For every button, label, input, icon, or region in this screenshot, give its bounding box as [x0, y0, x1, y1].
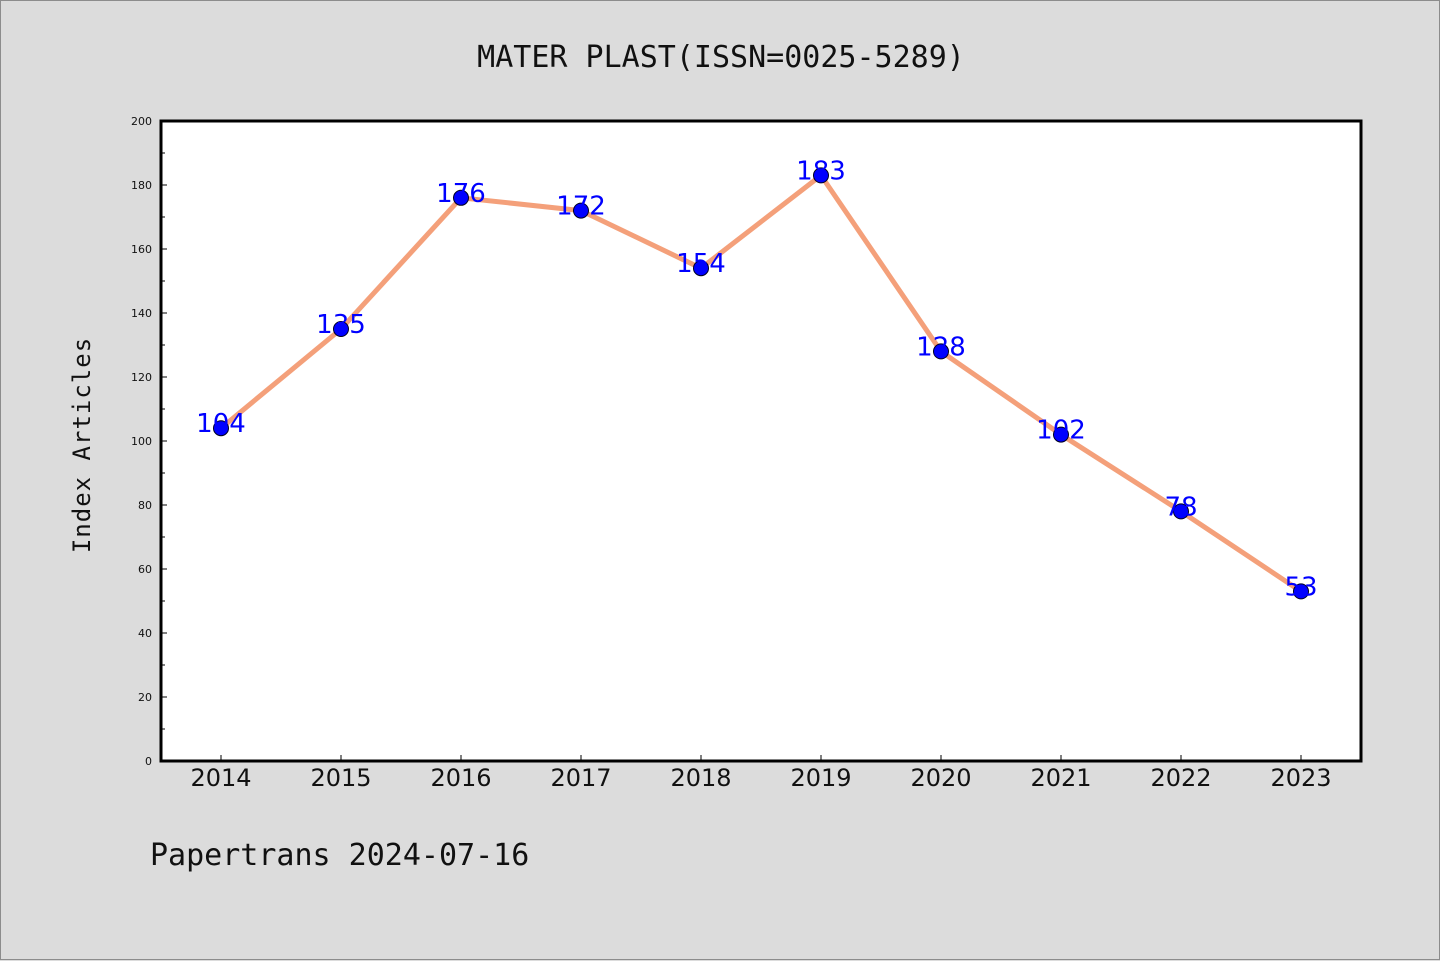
data-label: 154 [676, 249, 726, 279]
data-label: 172 [556, 192, 606, 222]
data-label: 135 [316, 310, 366, 340]
data-point [1053, 426, 1069, 443]
chart-title: MATER PLAST(ISSN=0025-5289) [477, 40, 965, 75]
data-point [1293, 583, 1309, 600]
y-tick-label: 0 [145, 755, 152, 768]
x-tick-label: 2021 [1030, 764, 1091, 792]
series-polyline [218, 172, 1304, 594]
y-tick-label: 20 [138, 691, 152, 704]
data-label: 102 [1036, 416, 1086, 446]
x-tick-label: 2018 [670, 764, 731, 792]
y-axis: 0 20 40 60 80 100 120 140 160 180 200 [131, 115, 167, 768]
x-tick-label: 2022 [1150, 764, 1211, 792]
x-tick-label: 2015 [310, 764, 371, 792]
source-footer: Papertrans 2024-07-16 [150, 838, 529, 873]
data-point [453, 189, 469, 206]
data-point [333, 321, 349, 337]
y-tick-label: 200 [131, 115, 152, 128]
data-point [933, 343, 949, 360]
x-tick-label: 2020 [910, 764, 971, 792]
data-point [573, 202, 589, 219]
y-tick-label: 120 [131, 371, 152, 384]
y-tick-label: 60 [138, 563, 152, 576]
x-tick-label: 2017 [550, 764, 611, 792]
data-label: 176 [436, 179, 486, 209]
x-tick-label: 2019 [790, 764, 851, 792]
data-label: 53 [1284, 572, 1317, 602]
plot-area [159, 119, 1363, 763]
data-point [693, 260, 709, 277]
y-tick-label: 180 [131, 179, 152, 192]
data-label: 183 [796, 156, 846, 186]
x-tick-label: 2016 [430, 764, 491, 792]
x-tick-label: 2014 [190, 764, 251, 792]
x-tick-label: 2023 [1270, 764, 1331, 792]
data-point [213, 420, 229, 437]
data-point [813, 167, 829, 184]
data-label: 104 [196, 409, 246, 439]
x-axis: 2014 2015 2016 2017 2018 2019 2020 2021 2022 2023 [190, 755, 1332, 792]
series-line: 104 135 176 172 154 183 128 102 78 53 [196, 156, 1317, 602]
y-tick-label: 100 [131, 435, 152, 448]
data-label: 78 [1164, 492, 1197, 522]
data-point [1173, 503, 1189, 520]
y-tick-label: 40 [138, 627, 152, 640]
y-axis-label: Index Articles [68, 337, 96, 553]
data-label: 128 [916, 332, 966, 362]
y-tick-label: 80 [138, 499, 152, 512]
y-tick-label: 140 [131, 307, 152, 320]
y-tick-label: 160 [131, 243, 152, 256]
